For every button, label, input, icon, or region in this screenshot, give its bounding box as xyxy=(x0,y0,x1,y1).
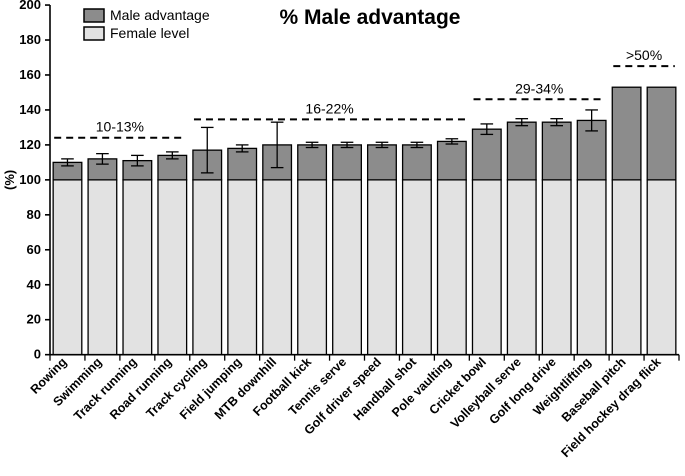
svg-text:80: 80 xyxy=(27,207,41,222)
svg-text:Female level: Female level xyxy=(110,25,189,41)
svg-text:180: 180 xyxy=(19,32,41,47)
svg-text:% Male advantage: % Male advantage xyxy=(280,6,461,29)
svg-text:40: 40 xyxy=(27,277,41,292)
svg-text:100: 100 xyxy=(19,172,41,187)
svg-text:(%): (%) xyxy=(2,170,17,190)
svg-text:60: 60 xyxy=(27,242,41,257)
svg-text:120: 120 xyxy=(19,137,41,152)
svg-text:0: 0 xyxy=(34,347,41,362)
svg-text:20: 20 xyxy=(27,312,41,327)
svg-text:>50%: >50% xyxy=(626,47,662,63)
svg-text:140: 140 xyxy=(19,102,41,117)
svg-text:16-22%: 16-22% xyxy=(305,100,353,116)
svg-text:10-13%: 10-13% xyxy=(96,119,144,135)
svg-text:Male advantage: Male advantage xyxy=(110,7,210,23)
svg-text:160: 160 xyxy=(19,67,41,82)
svg-text:200: 200 xyxy=(19,0,41,12)
svg-text:29-34%: 29-34% xyxy=(515,80,563,96)
